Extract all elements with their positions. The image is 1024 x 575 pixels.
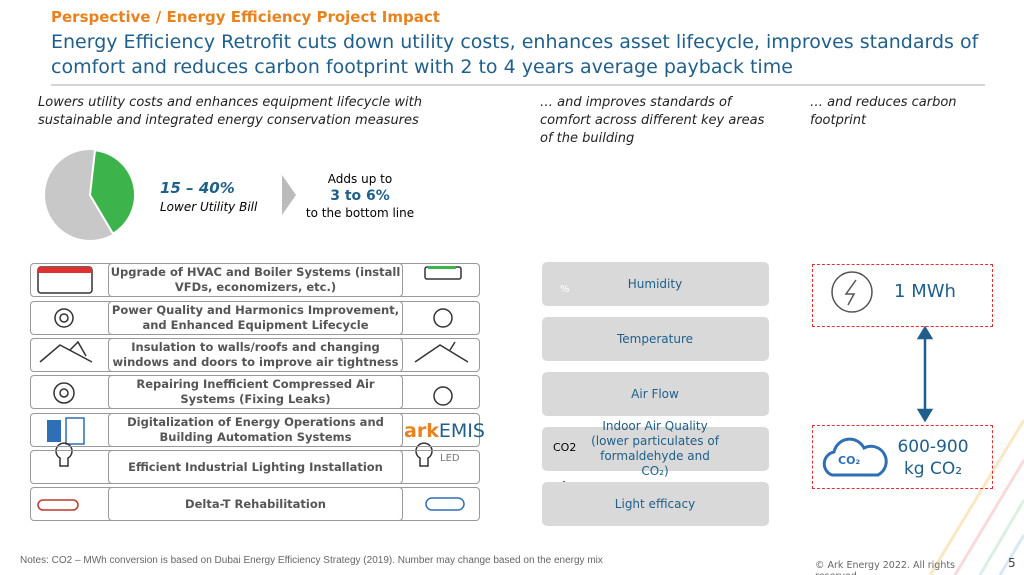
comfort-label: Indoor Air Quality (lower particulates o… xyxy=(591,419,719,478)
page-number: 5 xyxy=(1008,556,1016,570)
cloud-icon-text: CO₂ xyxy=(838,454,861,467)
kicker: Perspective / Energy Efficiency Project … xyxy=(51,8,440,26)
savings-label: Lower Utility Bill xyxy=(160,200,258,214)
comfort-box xyxy=(542,427,769,471)
adds-outro: to the bottom line xyxy=(305,206,415,220)
measure-label: Digitalization of Energy Operations and … xyxy=(108,413,403,447)
comfort-label: Temperature xyxy=(616,331,693,346)
comfort-box xyxy=(542,372,769,416)
pie-share xyxy=(88,149,136,236)
copyright: © Ark Energy 2022. All rights reserved xyxy=(815,560,955,575)
energy-box xyxy=(812,264,993,327)
brand: arkEMIS xyxy=(404,420,485,442)
comfort-label: Humidity xyxy=(627,276,683,291)
decor-stripes xyxy=(928,419,1024,575)
comfort-label: Light efficacy xyxy=(614,496,696,511)
measure-label: Delta-T Rehabilitation xyxy=(108,487,403,521)
adds-block: Adds up to 3 to 6% to the bottom line xyxy=(300,171,420,222)
column-heading: … and reduces carbon footprint xyxy=(810,95,957,128)
emission-range: 600-900 xyxy=(897,437,969,457)
humidity-icon-text: % xyxy=(560,284,570,295)
double-arrow xyxy=(916,325,934,423)
measure-label: Efficient Industrial Lighting Installati… xyxy=(108,450,403,484)
energy-value: 1 MWh xyxy=(894,281,956,302)
comfort-label: Air Flow xyxy=(631,386,679,401)
measure-label: Upgrade of HVAC and Boiler Systems (inst… xyxy=(108,263,403,297)
comfort-box xyxy=(542,317,769,361)
adds-intro: Adds up to xyxy=(327,172,393,186)
emission-box xyxy=(812,425,993,489)
adds-value: 3 to 6% xyxy=(330,188,390,204)
slide-title: Energy Efficiency Retrofit cuts down uti… xyxy=(51,31,979,78)
chevron xyxy=(282,175,296,215)
measure-label: Power Quality and Harmonics Improvement,… xyxy=(108,301,403,335)
brand-emis: EMIS xyxy=(438,420,485,442)
emission-block: 600-900 kg CO₂ xyxy=(883,436,983,480)
comfort-box xyxy=(542,262,769,306)
led-label: LED xyxy=(440,453,460,464)
measure-label: Repairing Inefficient Compressed Air Sys… xyxy=(108,375,403,409)
savings-range: 15 – 40% xyxy=(160,179,235,197)
cloud-icon xyxy=(822,437,888,477)
co2-icon-text: CO2 xyxy=(553,441,577,454)
measure-label: Insulation to walls/roofs and changing w… xyxy=(108,338,403,372)
brand-ark: ark xyxy=(404,420,439,442)
column-heading: Lowers utility costs and enhances equipm… xyxy=(38,95,422,128)
measure-icons xyxy=(37,266,469,511)
emission-unit: kg CO₂ xyxy=(903,459,963,479)
bolt xyxy=(844,279,857,306)
energy-icon xyxy=(831,271,873,313)
comfort-box xyxy=(542,482,769,526)
notes: Notes: CO2 – MWh conversion is based on … xyxy=(20,555,603,566)
column-heading: … and improves standards of comfort acro… xyxy=(540,95,765,146)
